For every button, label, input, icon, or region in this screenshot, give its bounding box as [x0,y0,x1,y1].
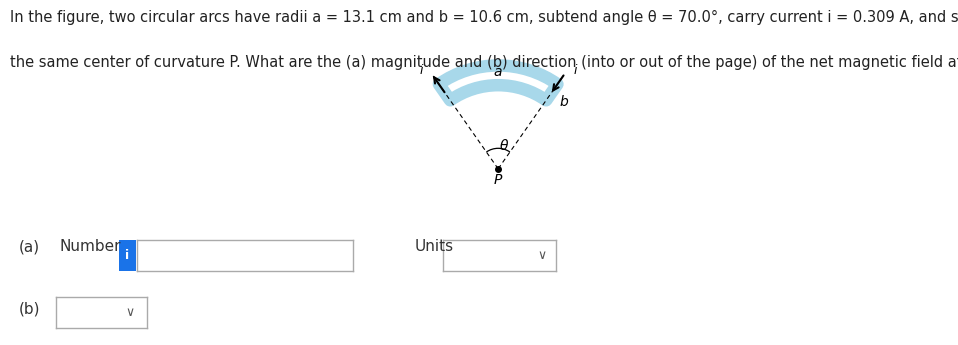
Text: (b): (b) [19,301,40,316]
Text: θ: θ [500,139,509,153]
Text: a: a [493,65,502,79]
Text: ∨: ∨ [125,306,135,319]
Text: P: P [494,173,502,187]
Text: Units: Units [415,239,454,254]
Text: i: i [125,249,129,262]
Text: Number: Number [59,239,121,254]
Text: ∨: ∨ [537,249,547,262]
Text: In the figure, two circular arcs have radii a = 13.1 cm and b = 10.6 cm, subtend: In the figure, two circular arcs have ra… [10,10,958,26]
Text: i: i [420,64,423,77]
Text: i: i [573,64,577,77]
Text: (a): (a) [19,239,40,254]
Text: the same center of curvature P. What are the (a) magnitude and (b) direction (in: the same center of curvature P. What are… [10,55,958,70]
Text: b: b [559,95,568,109]
